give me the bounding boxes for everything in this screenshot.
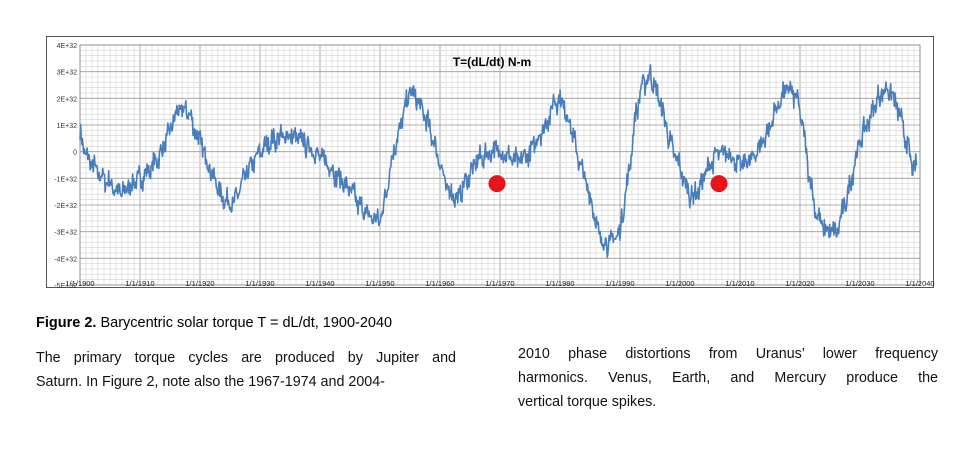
- y-tick-label: 1E+32: [57, 123, 78, 130]
- paragraph-line: The primary torque cycles are produced b…: [36, 350, 456, 366]
- x-tick-label: 1/1/2010: [725, 279, 754, 288]
- grid: [79, 44, 921, 286]
- chart-title: T=(dL/dt) N-m: [453, 55, 531, 69]
- y-tick-label: -5E+32: [54, 283, 77, 289]
- x-tick-label: 1/1/1900: [65, 279, 94, 288]
- x-tick-label: 1/1/1970: [485, 279, 514, 288]
- phase-distortion-marker: [710, 175, 728, 193]
- x-tick-label: 1/1/2020: [785, 279, 814, 288]
- y-tick-label: 2E+32: [57, 96, 78, 103]
- x-tick-label: 1/1/1950: [365, 279, 394, 288]
- y-tick-label: -1E+32: [54, 176, 77, 183]
- x-tick-label: 1/1/1990: [605, 279, 634, 288]
- x-tick-label: 1/1/1920: [185, 279, 214, 288]
- x-tick-label: 1/1/1940: [305, 279, 334, 288]
- x-tick-label: 1/1/1960: [425, 279, 454, 288]
- x-tick-label: 1/1/2040: [905, 279, 934, 288]
- x-tick-label: 1/1/1980: [545, 279, 574, 288]
- paragraph-left: The primary torque cycles are produced b…: [36, 346, 456, 394]
- chart-frame: 4E+32 3E+32 2E+32 1E+32 0 -1E+32 -2E+32 -3E+32 -…: [46, 36, 935, 289]
- plot-area-border: [79, 44, 921, 286]
- y-tick-label: -2E+32: [54, 203, 77, 210]
- paragraph-line: vertical torque spikes.: [518, 394, 657, 410]
- y-tick-label: -4E+32: [54, 256, 77, 263]
- torque-chart: 4E+32 3E+32 2E+32 1E+32 0 -1E+32 -2E+32 -3E+32 -…: [54, 43, 934, 289]
- y-tick-label: 3E+32: [57, 70, 78, 77]
- x-tick-label: 1/1/2000: [665, 279, 694, 288]
- x-axis-ticks: 1/1/1900 1/1/1910 1/1/1920 1/1/1930 1/1/1940…: [65, 279, 934, 288]
- paragraph-line: 2010 phase distortions from Uranus’ lowe…: [518, 346, 938, 362]
- figure-caption: Figure 2. Barycentric solar torque T = d…: [36, 315, 392, 331]
- figure-caption-text: Barycentric solar torque T = dL/dt, 1900…: [96, 315, 393, 331]
- paragraph-line: harmonics. Venus, Earth, and Mercury pro…: [518, 370, 938, 386]
- paragraph-line: Saturn. In Figure 2, note also the 1967-…: [36, 374, 385, 390]
- x-tick-label: 1/1/2030: [845, 279, 874, 288]
- y-axis-ticks: 4E+32 3E+32 2E+32 1E+32 0 -1E+32 -2E+32 -3E+32 -…: [54, 43, 77, 289]
- phase-distortion-marker: [488, 175, 506, 193]
- x-tick-label: 1/1/1930: [245, 279, 274, 288]
- torque-series-line: [79, 64, 918, 259]
- figure-label: Figure 2.: [36, 315, 97, 331]
- markers: [488, 175, 728, 193]
- y-tick-label: 4E+32: [57, 43, 78, 50]
- x-tick-label: 1/1/1910: [125, 279, 154, 288]
- y-tick-label: 0: [73, 150, 77, 157]
- paragraph-right: 2010 phase distortions from Uranus’ lowe…: [518, 342, 938, 414]
- y-tick-label: -3E+32: [54, 230, 77, 237]
